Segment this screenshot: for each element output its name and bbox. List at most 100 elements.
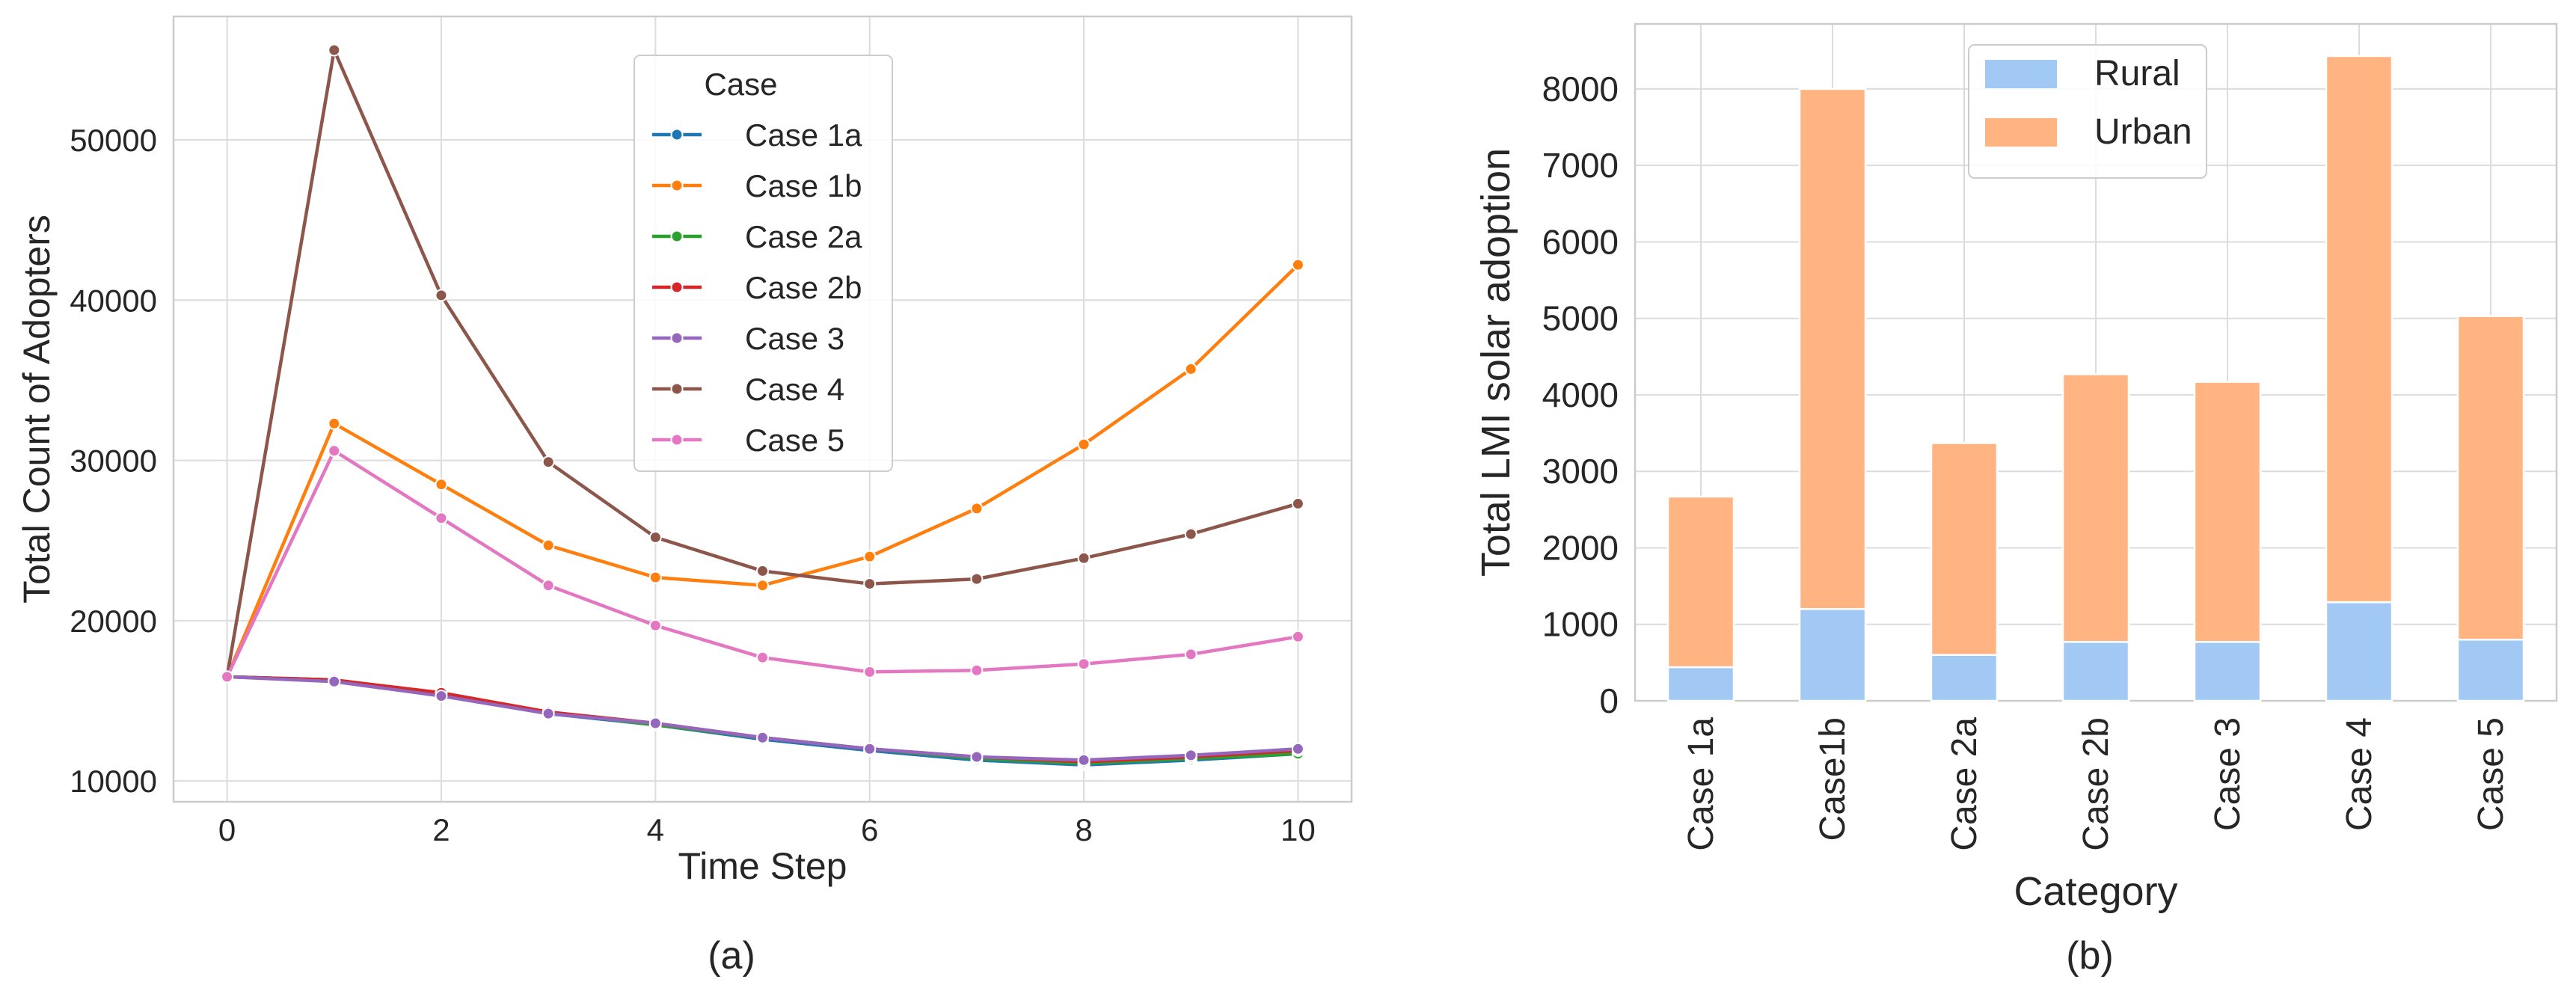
legend-marker — [670, 230, 684, 243]
data-point — [1077, 657, 1091, 671]
legend-entry: Urban — [2094, 112, 2192, 152]
data-point — [756, 579, 769, 592]
line-chart-panel: 0 2 4 6 8 10 10000 20000 30000 40000 50000 Time Ste… — [16, 15, 1353, 978]
x-tick-label: 6 — [861, 812, 878, 847]
x-tick-label: Case 2b — [2076, 717, 2116, 851]
data-point — [863, 665, 877, 678]
bar-rural — [2061, 641, 2130, 702]
data-point — [970, 502, 984, 515]
bar-urban — [2061, 373, 2130, 643]
stacked-bar-chart-panel: 0 1000 2000 3000 4000 5000 6000 7000 8000 Case 1a… — [1473, 22, 2558, 978]
x-tick-label: 10 — [1281, 812, 1316, 847]
x-tick-label: Case 4 — [2340, 717, 2379, 831]
data-point — [1291, 258, 1304, 271]
bar-rural — [2456, 638, 2525, 702]
x-tick-label: 4 — [647, 812, 664, 847]
data-point — [1184, 648, 1197, 661]
series-line-case-5 — [225, 449, 1298, 678]
y-axis-label: Total LMI solar adoption — [1473, 148, 1518, 577]
data-point — [328, 444, 341, 458]
data-point — [435, 690, 448, 703]
legend-box — [634, 55, 893, 472]
bar-urban — [2193, 381, 2262, 643]
data-point — [648, 717, 662, 730]
data-point — [863, 742, 877, 755]
data-point — [542, 455, 555, 469]
panel-label-a: (a) — [708, 934, 755, 978]
legend-entry: Case 4 — [745, 372, 844, 407]
x-axis-label: Time Step — [678, 845, 847, 887]
bar-urban — [1930, 442, 1999, 656]
legend-entry: Case 1b — [745, 168, 862, 203]
legend-marker — [670, 179, 684, 192]
bar-rural — [2325, 601, 2393, 702]
legend-entry: Case 1a — [745, 117, 862, 153]
y-tick-label: 3000 — [1542, 452, 1619, 491]
y-tick-label: 7000 — [1542, 146, 1619, 185]
x-tick-label: Case1b — [1813, 717, 1853, 841]
legend-entry: Case 3 — [745, 321, 844, 356]
bar-urban — [1666, 495, 1735, 669]
bar-rural — [2193, 641, 2262, 702]
data-point — [1184, 527, 1197, 541]
data-point — [970, 663, 984, 677]
data-point — [435, 512, 448, 525]
legend-marker — [670, 128, 684, 141]
bar-rural — [1666, 666, 1735, 702]
bar-urban — [1798, 88, 1867, 610]
data-point — [328, 675, 341, 688]
data-point — [1077, 438, 1091, 451]
data-point — [328, 417, 341, 430]
data-point — [863, 550, 877, 563]
legend-entry: Case 2b — [745, 270, 862, 305]
y-tick-label: 40000 — [70, 283, 157, 318]
y-tick-label: 2000 — [1542, 528, 1619, 567]
panel-label-b: (b) — [2066, 934, 2114, 978]
legend-marker — [670, 280, 684, 294]
legend-entry: Case 5 — [745, 423, 844, 458]
legend-marker — [670, 433, 684, 447]
y-tick-label: 4000 — [1542, 375, 1619, 414]
legend-swatch — [1985, 60, 2057, 88]
data-point — [1291, 742, 1304, 755]
data-point — [756, 651, 769, 664]
data-point — [1291, 630, 1304, 643]
x-tick-label: 0 — [218, 812, 236, 847]
data-point — [1077, 753, 1091, 767]
data-point — [648, 530, 662, 544]
x-tick-label: Case 1a — [1681, 717, 1721, 851]
y-tick-label: 5000 — [1542, 299, 1619, 338]
data-point — [1184, 362, 1197, 375]
data-point — [328, 43, 341, 57]
x-tick-label: 8 — [1075, 812, 1092, 847]
x-tick-label: Case 3 — [2208, 717, 2248, 831]
data-point — [1291, 497, 1304, 510]
legend-swatch — [1985, 118, 2057, 147]
data-point — [435, 289, 448, 302]
bar-rural — [1930, 654, 1999, 702]
data-point — [756, 564, 769, 577]
series-line-case-3 — [227, 675, 1298, 762]
legend-entry: Rural — [2094, 54, 2180, 93]
data-point — [1184, 749, 1197, 762]
legend-title: Case — [704, 67, 777, 102]
data-point — [435, 478, 448, 491]
data-point — [863, 577, 877, 591]
y-tick-label: 30000 — [70, 444, 157, 479]
y-tick-label: 50000 — [70, 123, 157, 158]
data-point — [970, 572, 984, 586]
y-axis-label: Total Count of Adopters — [16, 215, 58, 604]
data-point — [756, 731, 769, 744]
y-tick-label: 1000 — [1542, 605, 1619, 644]
data-point — [648, 571, 662, 584]
plot-frame — [172, 15, 1353, 803]
x-tick-label: Case 2a — [1945, 717, 1984, 851]
bar-urban — [2325, 55, 2393, 604]
legend-entry: Case 2a — [745, 219, 862, 254]
y-tick-label: 20000 — [70, 604, 157, 639]
x-tick-label: Case 5 — [2471, 717, 2511, 831]
data-point — [970, 750, 984, 764]
y-tick-label: 8000 — [1542, 70, 1619, 108]
data-point — [542, 539, 555, 552]
